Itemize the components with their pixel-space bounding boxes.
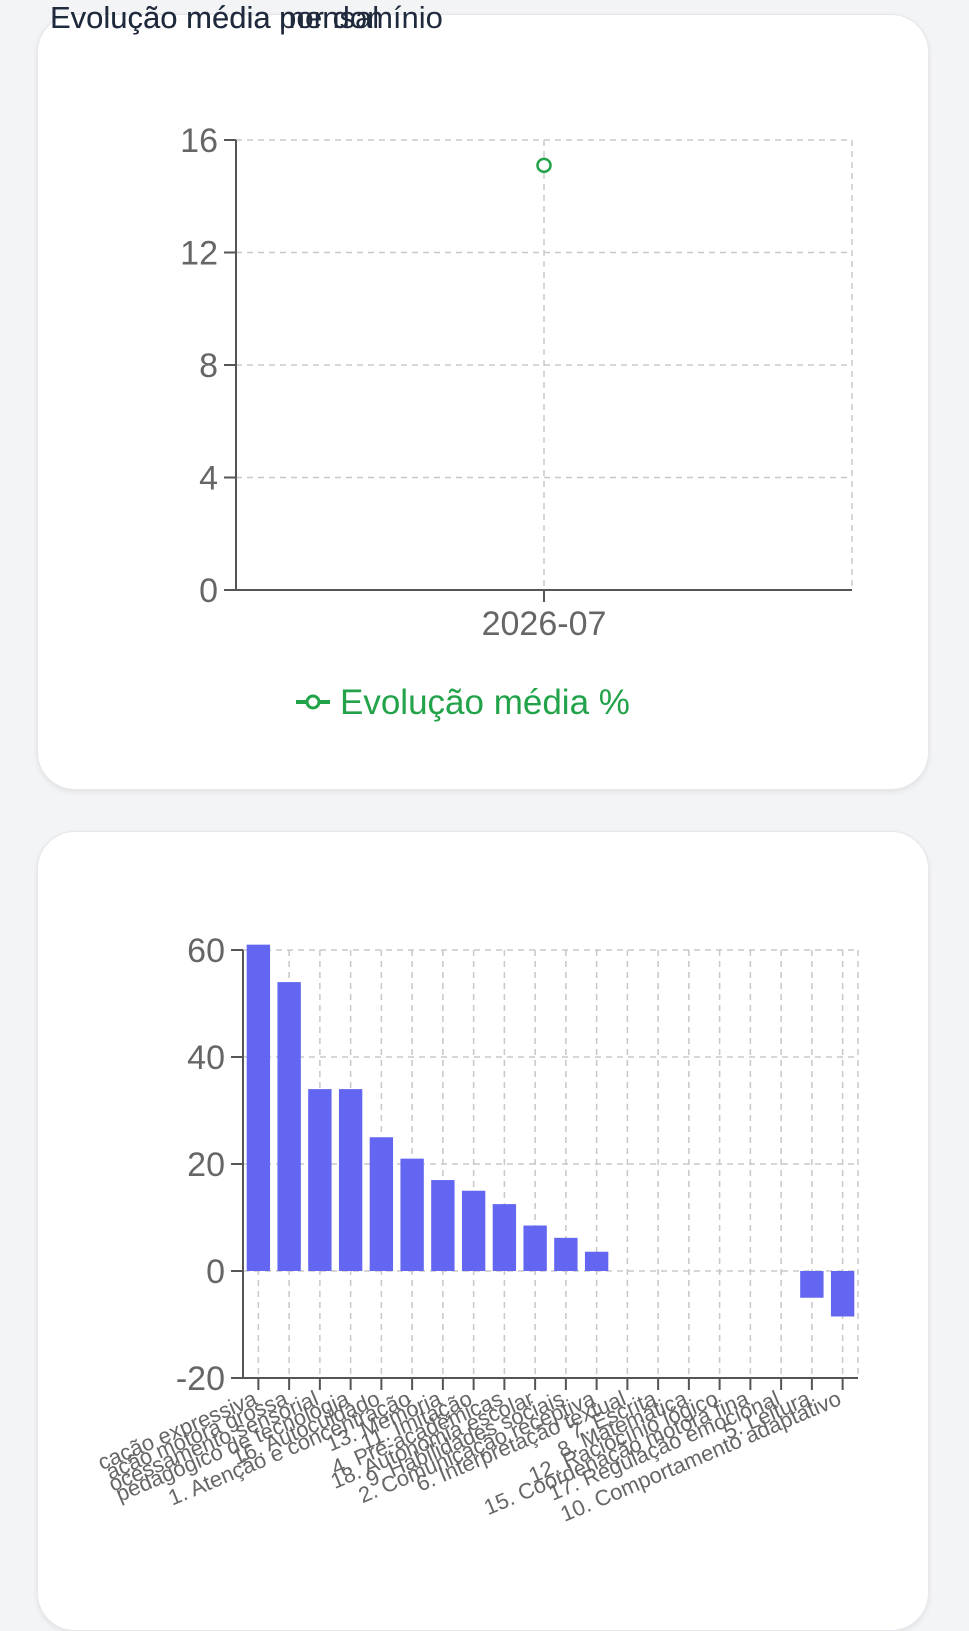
y-tick-label: 12: [180, 235, 218, 273]
bar: [431, 1180, 455, 1271]
y-tick-label: 16: [180, 122, 218, 160]
bar: [554, 1237, 578, 1271]
bar: [400, 1158, 424, 1271]
y-tick-label: 60: [187, 932, 225, 970]
bar: [800, 1271, 824, 1298]
legend-marker-icon: [305, 694, 321, 710]
monthly-evolution-chart: 0 4 8 12 16 2026-07 Evolução média %: [180, 122, 853, 722]
legend-label: Evolução média %: [340, 683, 630, 722]
y-tick-label: 4: [199, 460, 218, 498]
y-tick-label: 20: [187, 1146, 225, 1184]
bar: [584, 1251, 609, 1271]
x-tick-label: 2026-07: [482, 605, 607, 643]
y-tick-label: -20: [176, 1360, 225, 1398]
domain-evolution-title: Evolução média por domínio: [50, 0, 443, 35]
y-tick-label: 0: [199, 572, 218, 610]
bar: [461, 1190, 486, 1271]
bar: [492, 1204, 517, 1271]
y-tick-label: 0: [206, 1253, 225, 1291]
bar: [277, 982, 301, 1271]
bar: [369, 1137, 394, 1271]
bar: [338, 1089, 363, 1271]
y-tick-label: 40: [187, 1039, 225, 1077]
data-point: [536, 157, 552, 174]
monthly-evolution-title: Evolução média mensal: [50, 0, 380, 35]
bar: [523, 1225, 547, 1271]
bar: [246, 944, 271, 1271]
bar: [308, 1089, 332, 1271]
y-tick-label: 8: [199, 347, 218, 385]
bar: [830, 1271, 855, 1317]
monthly-evolution-card: [37, 14, 929, 790]
